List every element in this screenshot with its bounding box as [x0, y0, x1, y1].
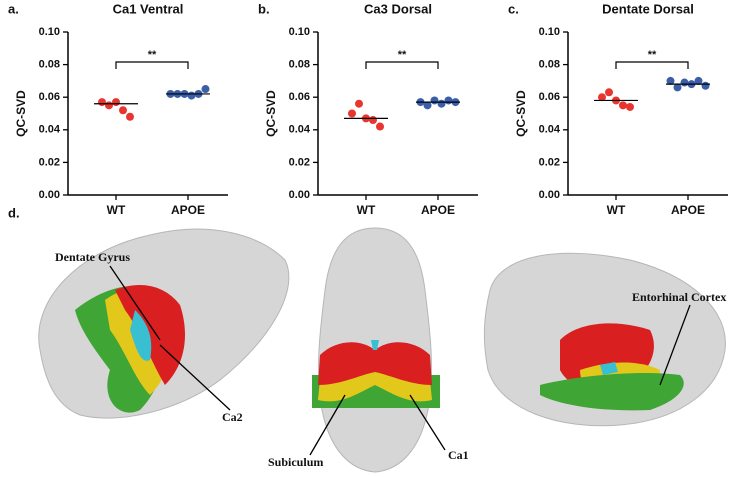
y-tick-label: 0.10 — [39, 26, 60, 38]
y-tick-label: 0.04 — [539, 124, 561, 136]
y-tick-label: 0.08 — [289, 59, 310, 71]
data-point — [126, 112, 134, 121]
y-axis-label: QC-SVD — [264, 90, 278, 137]
y-tick-label: 0.06 — [39, 91, 60, 103]
y-tick-label: 0.02 — [539, 156, 560, 168]
data-point — [701, 81, 710, 90]
leader-lines — [109, 265, 691, 456]
data-point — [626, 102, 634, 111]
x-tick-label: WT — [357, 203, 376, 217]
region-label: Subiculum — [268, 455, 323, 469]
x-tick-label: APOE — [171, 203, 205, 217]
region-label: Entorhinal Cortex — [632, 290, 726, 304]
y-tick-label: 0.02 — [289, 156, 310, 168]
significance-label: ** — [648, 49, 657, 61]
data-point — [694, 76, 703, 85]
data-point — [673, 83, 682, 92]
data-point — [430, 96, 439, 105]
y-tick-label: 0.02 — [39, 156, 60, 168]
panel-label: d. — [8, 205, 20, 220]
data-point — [112, 98, 120, 107]
x-tick-label: APOE — [421, 203, 455, 217]
data-point — [187, 91, 196, 100]
data-point — [423, 101, 432, 110]
x-tick-label: WT — [607, 203, 626, 217]
y-tick-label: 0.00 — [289, 189, 310, 201]
data-point — [369, 116, 377, 125]
data-point — [437, 99, 446, 108]
x-tick-label: APOE — [671, 203, 705, 217]
data-point — [376, 122, 384, 131]
chart-title: Ca1 Ventral — [113, 1, 184, 16]
significance-bracket — [115, 61, 189, 69]
region-label: Ca1 — [448, 448, 469, 462]
y-tick-label: 0.04 — [289, 124, 311, 136]
y-tick-label: 0.06 — [289, 91, 310, 103]
chart-title: Dentate Dorsal — [602, 1, 694, 16]
y-tick-label: 0.10 — [289, 26, 310, 38]
significance-bracket — [615, 61, 689, 69]
brain-middle — [312, 227, 440, 473]
panel-label: c. — [508, 1, 519, 16]
chart-title: Ca3 Dorsal — [364, 1, 432, 16]
y-axis-label: QC-SVD — [14, 90, 28, 137]
y-tick-label: 0.08 — [539, 59, 560, 71]
region-label: Dentate Gyrus — [55, 250, 130, 264]
significance-label: ** — [398, 49, 407, 61]
x-tick-label: WT — [107, 203, 126, 217]
data-point — [605, 88, 613, 97]
data-point — [98, 98, 106, 107]
region-label: Ca2 — [222, 410, 243, 424]
data-point — [119, 106, 127, 115]
data-point — [201, 85, 210, 94]
significance-bracket — [365, 61, 439, 69]
panel-label: a. — [8, 1, 19, 16]
y-tick-label: 0.04 — [39, 124, 61, 136]
data-point — [680, 78, 689, 87]
panel-label: b. — [258, 1, 270, 16]
y-tick-label: 0.00 — [39, 189, 60, 201]
significance-label: ** — [148, 49, 157, 61]
data-point — [105, 101, 113, 110]
y-tick-label: 0.08 — [39, 59, 60, 71]
data-point — [619, 101, 627, 110]
brain-right — [483, 252, 726, 427]
data-point — [444, 96, 453, 105]
y-tick-label: 0.06 — [539, 91, 560, 103]
y-tick-label: 0.10 — [539, 26, 560, 38]
brain-left — [38, 228, 290, 419]
data-point — [598, 93, 606, 102]
y-axis-label: QC-SVD — [514, 90, 528, 137]
data-point — [666, 76, 675, 85]
data-point — [348, 109, 356, 118]
y-tick-label: 0.00 — [539, 189, 560, 201]
data-point — [355, 99, 363, 108]
